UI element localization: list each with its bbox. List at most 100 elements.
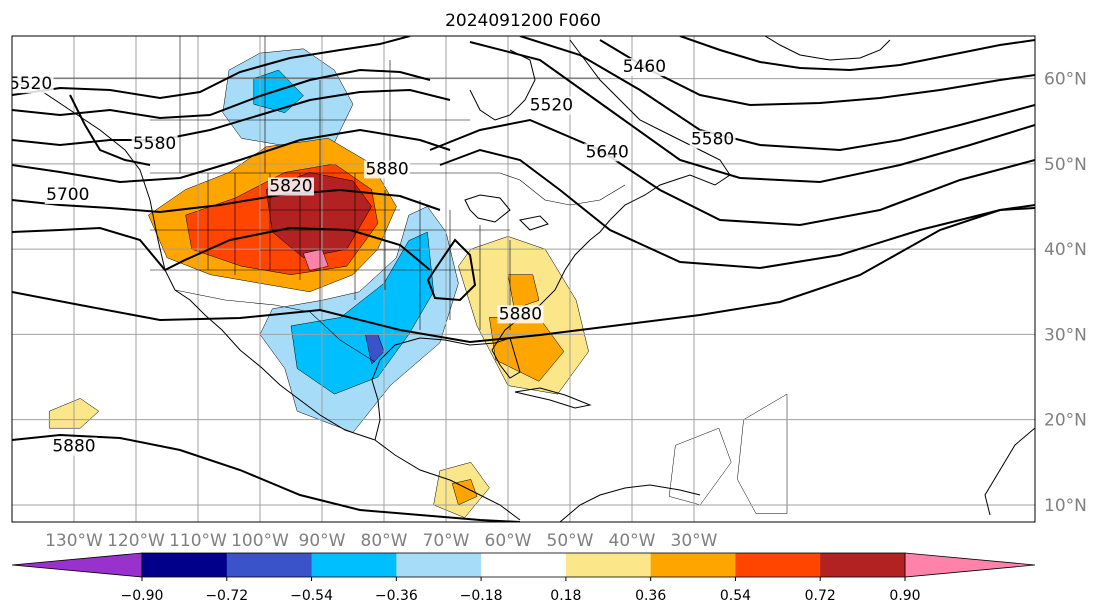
grid-layer [12,36,1035,522]
x-axis: 130°W 120°W 110°W 100°W 90°W 80°W 70°W 60°W 50°W… [45,531,718,551]
colorbar-frame [141,552,906,578]
colorbar-segment [820,553,906,577]
anomaly-region [507,274,540,310]
us-canada-border [150,172,626,206]
cuba [514,387,592,409]
colorbar-tick-label: −0.72 [205,588,248,604]
y-tick-label: 40°N [1044,240,1087,260]
contour-label-bg [44,186,91,204]
colorbar-tick-label: 0.36 [635,588,666,604]
colorbar-tick-label: −0.90 [121,588,164,604]
contour-label-bg [497,305,544,324]
colorbar-segment [142,553,228,577]
contour-5460 [679,36,1035,72]
contour-label: 5880 [499,304,542,324]
x-tick-label: 130°W [45,531,103,551]
contour-label: 5580 [133,134,176,154]
anomaly-region [253,69,304,113]
colorbar-tick-label: −0.18 [460,588,503,604]
contour-5760 [439,148,1035,270]
colorbar-segment [226,553,313,577]
colorbar-segment [311,553,397,577]
x-tick-label: 70°W [423,531,470,551]
map-area: 5460 5520 5580 5640 5700 5880 5880 5520 5580 5820… [12,36,1035,522]
great-lakes [464,194,549,231]
colorbar-tick-label: −0.36 [375,588,418,604]
contour-label-bg [51,437,97,456]
y-axis: 60°N 50°N 40°N 30°N 20°N 10°N [1044,70,1087,516]
central-america [374,439,521,521]
north-america-west-coast [12,81,376,441]
colorbar-tick-label: −0.54 [290,588,333,604]
contour-5580 [519,36,1035,152]
contour-5760-west [12,226,431,272]
contour-label: 5700 [46,185,89,205]
y-tick-label: 10°N [1044,496,1087,516]
colorbar-tick-label: 0.90 [889,588,920,604]
colorbar-segment [481,553,567,577]
contour-label: 5640 [586,142,629,162]
colorbar-extend-high [904,552,1036,578]
anomaly-region [737,393,788,514]
colorbar-segment [396,553,482,577]
contour-5640 [469,41,1035,184]
contour-5820-low [426,238,477,302]
y-tick-label: 30°N [1044,325,1087,345]
colorbar: −0.90 −0.72 −0.54 −0.36 −0.18 0.18 0.36 0.54 0.7… [11,552,1036,604]
coastlines [12,36,1035,522]
y-tick-label: 20°N [1044,411,1087,431]
contour-label-bg [364,160,411,179]
contour-label: 5520 [530,95,573,115]
contour-label: 5580 [691,130,734,150]
colorbar-segment [650,553,736,577]
contour-label: 5880 [365,159,408,179]
colorbar-tick-label: 0.18 [550,588,581,604]
contour-label-bg [584,143,631,162]
contour-label-layer: 5460 5520 5580 5640 5700 5880 5880 5520 5580 5820… [12,57,736,457]
anomaly-region [451,479,478,506]
colorbar-extend-low [11,552,143,578]
x-tick-label: 50°W [547,531,594,551]
x-tick-label: 120°W [107,531,165,551]
x-tick-label: 40°W [609,531,656,551]
contour-5580-west [12,88,451,147]
canada-province-lines [12,36,600,173]
us-mexico-border [174,289,376,363]
x-tick-label: 30°W [671,531,718,551]
contour-label: 5880 [52,437,95,457]
colorbar-tick-label: 0.72 [805,588,836,604]
colorbar-segment [565,553,652,577]
y-tick-label: 60°N [1044,70,1087,90]
x-tick-label: 100°W [231,531,289,551]
height-contours [12,36,1035,522]
x-tick-label: 80°W [361,531,408,551]
contour-label: 5820 [269,176,312,196]
x-tick-label: 110°W [169,531,227,551]
contour-5880-atlantic [12,204,1035,344]
contour-label-bg [268,177,314,196]
gulf-coast [371,219,611,441]
contour-5520-pacific [69,94,151,166]
contour-5700-west [12,188,441,214]
map-frame [11,35,1036,523]
contour-5520 [599,39,1035,107]
contour-label-bg [12,75,54,94]
africa-coast [984,427,1035,516]
northeast-coast [569,39,731,221]
contour-label-bg [131,134,178,153]
contour-5520-west [12,68,431,120]
contour-label-bg [528,96,575,115]
contour-label: 5460 [623,57,666,77]
hudson-bay [469,49,536,121]
contour-label-bg [689,130,736,149]
colorbar-segment [735,553,821,577]
contour-5700-east [429,118,1035,227]
contour-label-bg [621,58,668,77]
colorbar-tick-label: 0.54 [720,588,751,604]
x-tick-label: 90°W [299,531,346,551]
y-tick-label: 50°N [1044,155,1087,175]
contour-5880-south [12,433,521,522]
contour-5640-west [12,128,451,184]
south-america-coast [559,484,701,522]
